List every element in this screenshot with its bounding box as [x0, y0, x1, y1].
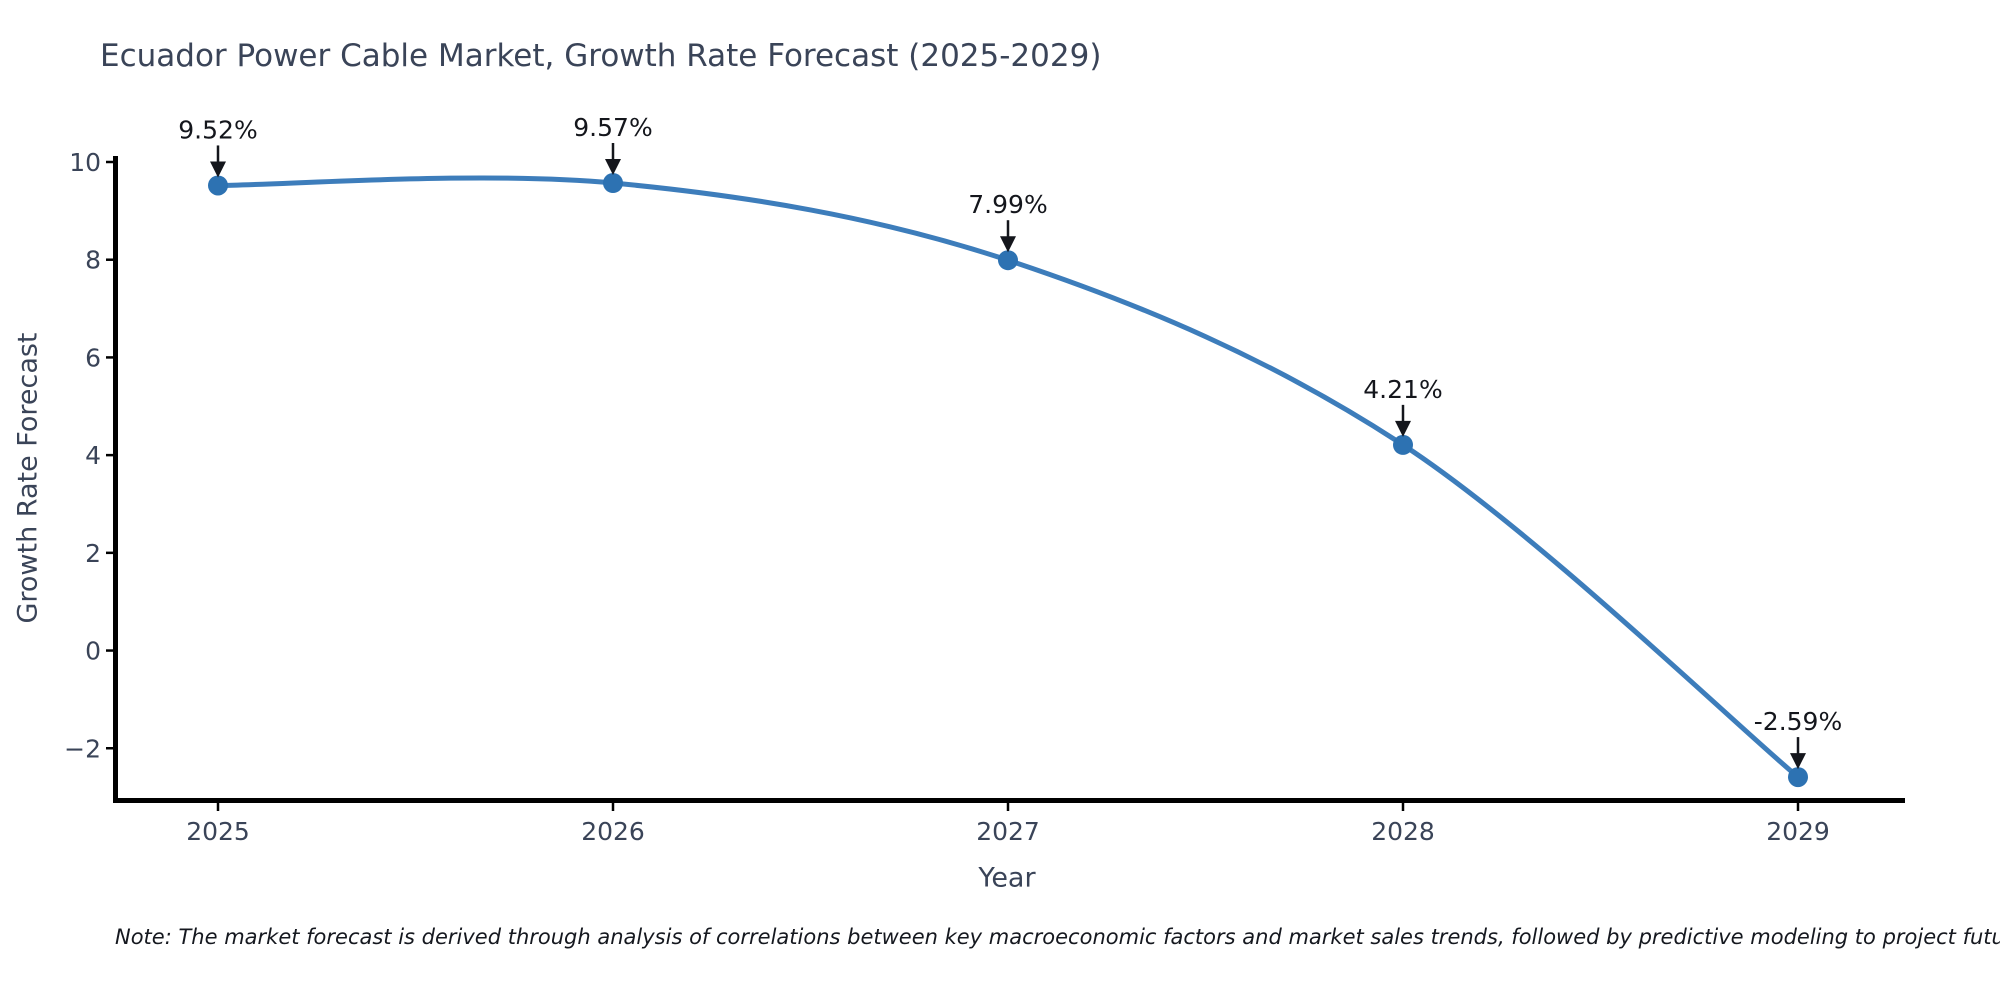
annotation-label-2026: 9.57% [573, 113, 652, 142]
footnote: Note: The market forecast is derived thr… [115, 925, 2000, 949]
x-tick-label: 2028 [1371, 817, 1435, 846]
annotation-arrow-head [1790, 753, 1806, 770]
data-point-marker-2025 [208, 175, 228, 196]
y-tick-label: 2 [85, 539, 101, 568]
data-point-marker-2027 [998, 250, 1018, 271]
data-point-marker-2028 [1393, 434, 1413, 455]
data-point-marker-2029 [1788, 767, 1808, 788]
x-tick-label: 2026 [581, 817, 645, 846]
y-tick-label: 6 [85, 343, 101, 372]
annotation-arrow-head [210, 161, 226, 178]
x-tick-label: 2027 [976, 817, 1040, 846]
y-tick-label: 4 [85, 441, 101, 470]
chart-title: Ecuador Power Cable Market, Growth Rate … [100, 38, 1102, 74]
x-axis-title: Year [978, 862, 1036, 894]
annotation-label-2027: 7.99% [968, 190, 1047, 219]
x-tick-label: 2029 [1766, 817, 1830, 846]
annotation-arrow-head [605, 159, 621, 176]
annotation-label-2025: 9.52% [178, 115, 257, 144]
y-tick-label: −2 [64, 734, 101, 763]
y-axis-title: Growth Rate Forecast [12, 332, 44, 624]
annotation-arrow-head [1000, 236, 1016, 253]
annotation-label-2028: 4.21% [1363, 375, 1442, 404]
y-tick-label: 10 [69, 148, 101, 177]
y-tick-label: 0 [85, 637, 101, 666]
x-tick-label: 2025 [186, 817, 250, 846]
y-tick-label: 8 [85, 246, 101, 275]
annotation-arrow-head [1395, 420, 1411, 437]
annotation-label-2029: -2.59% [1754, 707, 1842, 736]
data-point-marker-2026 [603, 173, 623, 194]
series-line [215, 175, 1801, 780]
